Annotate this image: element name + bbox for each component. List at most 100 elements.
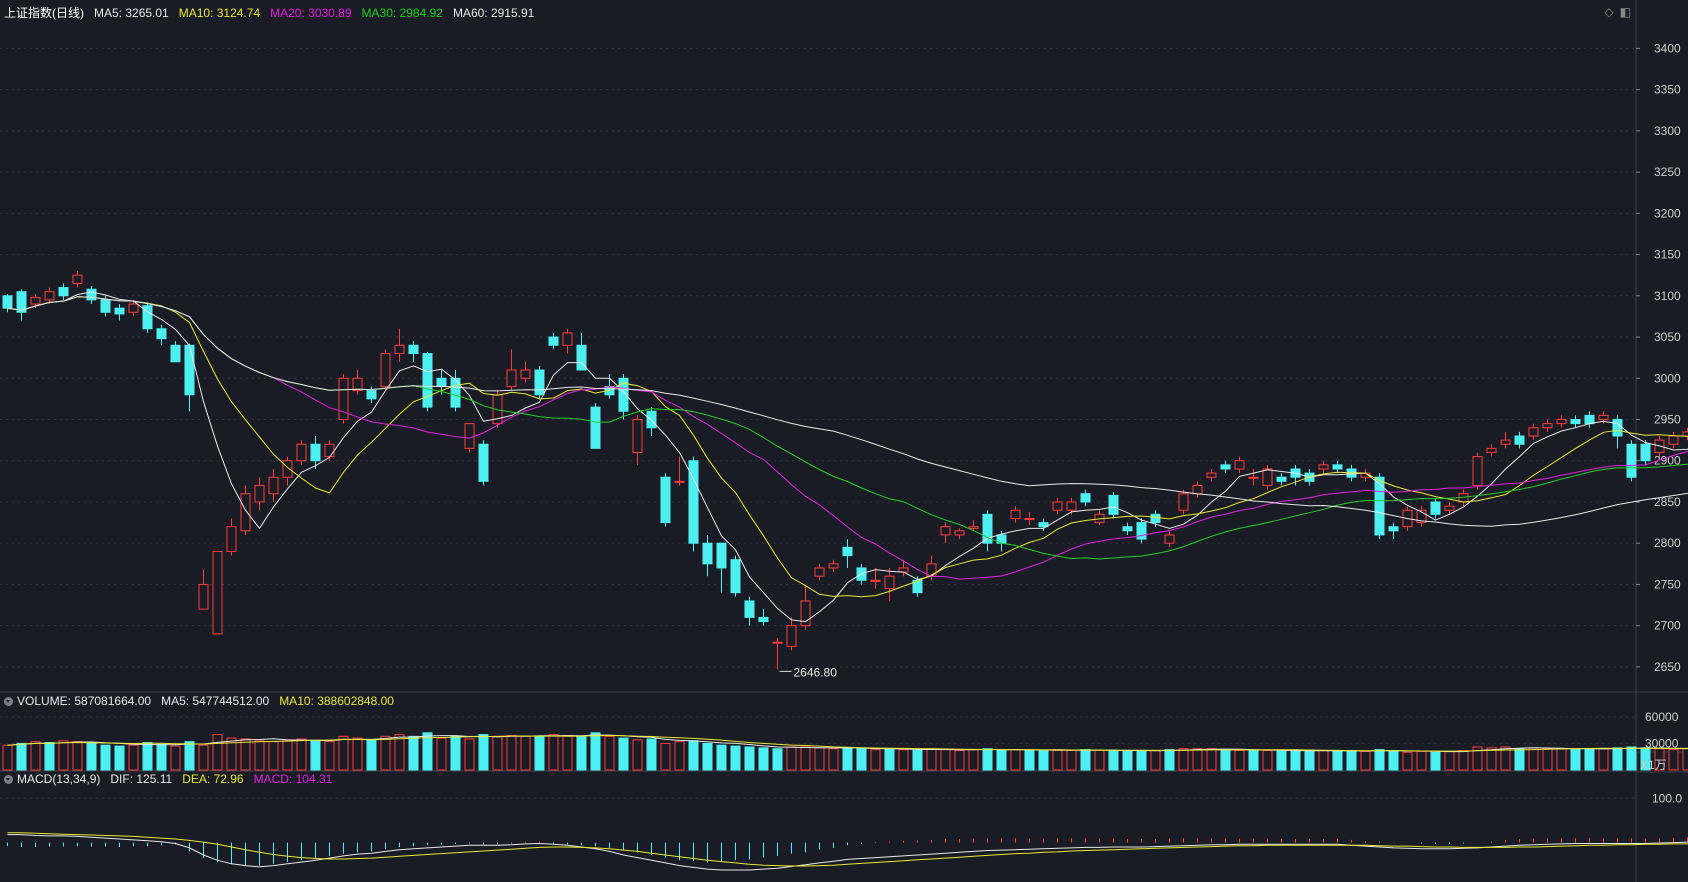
candle-body (758, 616, 769, 623)
volume-unit: X1万 (1640, 758, 1667, 772)
volume-bar (128, 744, 139, 771)
volume-bar (660, 742, 671, 771)
candle-body (254, 484, 265, 503)
macd-tick-label: 100.0 (1652, 791, 1682, 805)
candle-body (1626, 443, 1637, 478)
candle-body (1444, 505, 1455, 511)
candle-body (1682, 431, 1688, 437)
diamond-icon[interactable]: ◇ (1604, 5, 1614, 19)
volume-legend: VOLUME: 587081664.00 MA5: 547744512.00 M… (4, 694, 394, 708)
candle-body (968, 526, 979, 529)
volume-bar (170, 745, 181, 771)
volume-bar (212, 734, 223, 771)
macd-dea: DEA: 72.96 (182, 772, 244, 786)
volume-ma10-line (7, 734, 1688, 752)
volume-bar (576, 735, 587, 771)
volume-bar (44, 742, 55, 771)
candle-body (1248, 476, 1259, 479)
candle-body (744, 600, 755, 618)
volume-bar (534, 735, 545, 771)
volume-tick-label: 30000 (1645, 736, 1679, 750)
volume-bar (1094, 750, 1105, 771)
price-tick-label: 2800 (1654, 536, 1681, 550)
volume-bar (1360, 750, 1371, 771)
volume-bar (1416, 750, 1427, 771)
candle-body (1178, 493, 1189, 511)
candle-body (828, 563, 839, 569)
volume-bar (1682, 748, 1688, 771)
price-tick-label: 2750 (1654, 577, 1681, 591)
volume-bar (1528, 747, 1539, 771)
candle-body (562, 332, 573, 346)
candle-body (1430, 501, 1441, 515)
candle-body (1388, 526, 1399, 532)
volume-bar (310, 740, 321, 771)
candle-body (716, 542, 727, 569)
volume-bar (506, 734, 517, 771)
candle-body (870, 579, 881, 582)
candle-body (366, 390, 377, 400)
volume-bar (1206, 748, 1217, 771)
candle-body (1486, 447, 1497, 453)
volume-bar (1080, 749, 1091, 771)
volume-menu-icon[interactable] (4, 696, 13, 706)
candle-body (1332, 464, 1343, 470)
candle-body (1010, 509, 1021, 519)
price-tick-label: 2900 (1654, 454, 1681, 468)
macd-legend: MACD(13,34,9) DIF: 125.11 DEA: 72.96 MAC… (4, 772, 332, 786)
volume-bar (58, 740, 69, 771)
candle-body (688, 460, 699, 544)
macd-menu-icon[interactable] (4, 774, 13, 784)
price-tick-label: 2650 (1654, 660, 1681, 674)
candle-body (1584, 414, 1595, 425)
chart-title[interactable]: 上证指数(日线) (4, 6, 84, 20)
volume-bar (338, 735, 349, 771)
volume-bar (1234, 750, 1245, 771)
volume-bar (1304, 750, 1315, 771)
volume-bar (1150, 750, 1161, 771)
candle-body (1500, 439, 1511, 445)
macd-dif: DIF: 125.11 (110, 772, 173, 786)
volume-bar (688, 740, 699, 771)
volume-bar (16, 742, 27, 771)
candle-body (506, 369, 517, 388)
ma10-value: MA10: 3124.74 (178, 5, 261, 20)
volume-bar (1598, 748, 1609, 771)
volume-bar (464, 738, 475, 771)
ma20-value: MA20: 3030.89 (270, 5, 352, 20)
price-tick-label: 3400 (1654, 41, 1681, 55)
volume-bar (898, 749, 909, 771)
candle-body (772, 641, 783, 644)
candle-body (576, 344, 587, 371)
volume-bar (2, 744, 13, 771)
candle-body (534, 369, 545, 396)
candle-body (702, 542, 713, 565)
volume-bar (604, 735, 615, 771)
volume-bar (436, 737, 447, 771)
volume-bar (450, 735, 461, 771)
macd-dea-line (7, 832, 1688, 867)
price-tick-label: 2850 (1654, 495, 1681, 509)
candle-body (1598, 414, 1609, 421)
volume-bar (646, 738, 657, 771)
low-price-label: 2646.80 (794, 665, 838, 679)
volume-bar (1318, 750, 1329, 771)
panel-toggle-icon[interactable]: ◧ (1619, 5, 1631, 19)
candle-body (128, 303, 139, 313)
candle-body (1080, 493, 1091, 503)
volume-bar (1192, 748, 1203, 771)
price-tick-label: 3000 (1654, 371, 1681, 385)
volume-bar (1486, 747, 1497, 771)
volume-bar (296, 738, 307, 771)
price-tick-label: 3100 (1654, 289, 1681, 303)
volume-bar (1346, 750, 1357, 771)
volume-bar (1276, 750, 1287, 771)
volume-bar (674, 741, 685, 771)
candle-body (226, 526, 237, 552)
volume-bar (1038, 750, 1049, 771)
volume-bar (814, 747, 825, 771)
candle-body (1668, 435, 1679, 445)
macd-label: MACD(13,34,9) (17, 772, 101, 786)
